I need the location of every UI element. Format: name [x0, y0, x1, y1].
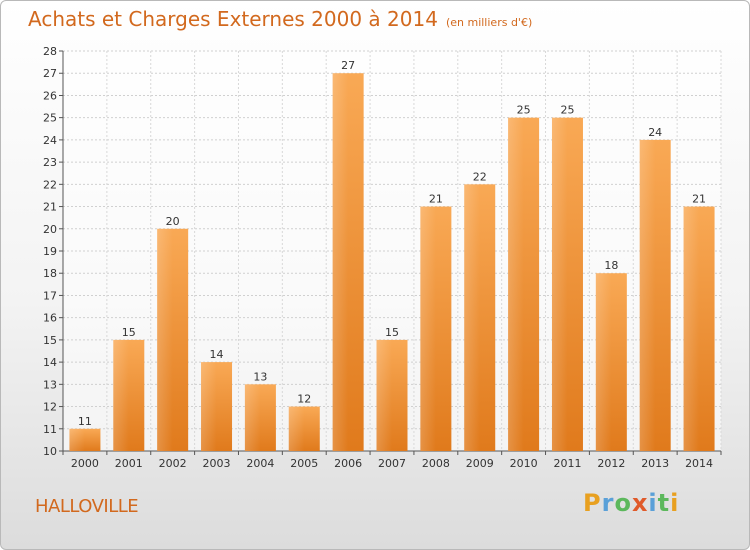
- bar-highlight: [376, 339, 392, 451]
- bars-layer: [69, 73, 715, 452]
- proxiti-logo: Proxiti: [583, 489, 679, 517]
- y-tick-label: 28: [43, 45, 57, 58]
- logo-letter: i: [670, 489, 680, 517]
- bar-highlight: [420, 206, 436, 451]
- y-tick-label: 24: [43, 134, 57, 147]
- value-label: 18: [604, 259, 618, 272]
- y-tick-label: 11: [43, 423, 57, 436]
- logo-letter: i: [648, 489, 658, 517]
- x-tick-label: 2013: [641, 457, 669, 470]
- x-tick-label: 2014: [685, 457, 713, 470]
- logo-letter: r: [601, 489, 615, 517]
- x-tick-label: 2011: [553, 457, 581, 470]
- bar-highlight: [244, 384, 261, 451]
- y-tick-label: 26: [43, 89, 57, 102]
- y-tick-label: 17: [43, 289, 57, 302]
- bar-highlight: [683, 206, 700, 451]
- y-tick-label: 23: [43, 156, 57, 169]
- value-label: 25: [517, 104, 531, 117]
- logo-letter: o: [614, 489, 632, 517]
- x-tick-label: 2006: [334, 457, 362, 470]
- value-label: 15: [122, 326, 136, 339]
- logo-letter: x: [631, 489, 649, 517]
- y-tick-label: 10: [43, 445, 57, 458]
- value-label: 21: [692, 193, 706, 206]
- value-label: 25: [560, 104, 574, 117]
- value-label: 11: [78, 415, 92, 428]
- x-tick-label: 2009: [466, 457, 494, 470]
- bar-highlight: [201, 362, 217, 451]
- bar-highlight: [551, 117, 568, 452]
- y-tick-label: 27: [43, 67, 57, 80]
- bar-highlight: [332, 73, 349, 451]
- y-tick-label: 14: [43, 356, 57, 369]
- value-label: 27: [341, 59, 355, 72]
- logo-letter: P: [583, 489, 602, 517]
- x-tick-label: 2008: [422, 457, 450, 470]
- bar-highlight: [464, 184, 480, 452]
- chart-title-text: Achats et Charges Externes 2000 à 2014: [28, 7, 438, 31]
- value-label: 21: [429, 193, 443, 206]
- chart-subtitle: (en milliers d'€): [445, 16, 533, 29]
- y-tick-label: 21: [43, 201, 57, 214]
- bar-highlight: [157, 228, 173, 451]
- bar-highlight: [595, 273, 612, 451]
- bar-highlight: [639, 139, 656, 451]
- bar-highlight: [113, 339, 129, 451]
- value-label: 15: [385, 326, 399, 339]
- y-tick-label: 12: [43, 401, 57, 414]
- value-label: 12: [297, 393, 311, 406]
- x-tick-label: 2007: [378, 457, 406, 470]
- x-tick-label: 2003: [203, 457, 231, 470]
- y-tick-label: 18: [43, 267, 57, 280]
- value-label: 24: [648, 126, 662, 139]
- value-label: 22: [473, 170, 487, 183]
- logo-letter: t: [657, 489, 671, 517]
- x-tick-label: 2005: [290, 457, 318, 470]
- y-tick-label: 19: [43, 245, 57, 258]
- y-tick-label: 15: [43, 334, 57, 347]
- commune-name: HALLOVILLE: [35, 496, 139, 517]
- bar-highlight: [288, 406, 305, 451]
- y-tick-label: 20: [43, 223, 57, 236]
- y-tick-label: 13: [43, 378, 57, 391]
- bar-highlight: [69, 428, 85, 451]
- y-tick-label: 25: [43, 112, 57, 125]
- x-tick-label: 2010: [510, 457, 538, 470]
- value-label: 14: [210, 348, 224, 361]
- x-tick-label: 2001: [115, 457, 143, 470]
- y-tick-label: 16: [43, 312, 57, 325]
- x-tick-label: 2000: [71, 457, 99, 470]
- value-label: 13: [253, 370, 267, 383]
- value-label: 20: [166, 215, 180, 228]
- x-tick-label: 2004: [246, 457, 274, 470]
- bar-highlight: [508, 117, 524, 452]
- x-tick-label: 2002: [159, 457, 187, 470]
- chart-title: Achats et Charges Externes 2000 à 2014 (e…: [28, 7, 532, 31]
- x-tick-label: 2012: [597, 457, 625, 470]
- y-tick-label: 22: [43, 178, 57, 191]
- labels-layer: 10 11 12 13 14 15 16 17 18 19 20 21 22 23 24 25 26 27 28 11…: [43, 45, 713, 470]
